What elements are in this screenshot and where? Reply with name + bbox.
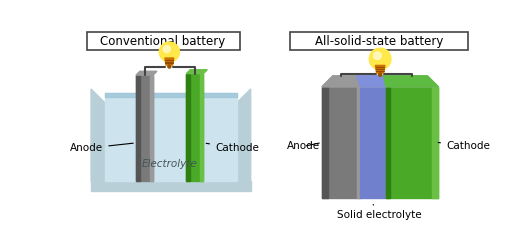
FancyBboxPatch shape (290, 32, 469, 50)
Bar (136, 75, 153, 181)
Circle shape (168, 65, 171, 68)
Text: Cathode: Cathode (438, 141, 490, 151)
Bar (322, 87, 360, 198)
Bar (322, 87, 328, 198)
Text: Anode: Anode (287, 141, 320, 151)
Bar (386, 87, 390, 198)
Circle shape (159, 42, 179, 62)
Bar (386, 87, 438, 198)
Bar (432, 87, 438, 198)
Circle shape (163, 46, 170, 53)
Bar (105, 93, 237, 181)
Circle shape (378, 73, 382, 76)
Text: Electrolyte: Electrolyte (142, 159, 197, 169)
Polygon shape (237, 89, 251, 181)
Polygon shape (91, 89, 105, 181)
Polygon shape (187, 70, 207, 74)
Bar (360, 87, 386, 198)
Bar (187, 74, 204, 181)
Circle shape (374, 52, 381, 60)
Text: Solid electrolyte: Solid electrolyte (337, 204, 422, 220)
Bar (91, 181, 251, 191)
Bar (105, 93, 237, 97)
Polygon shape (165, 58, 174, 65)
Bar (136, 75, 140, 181)
Bar (187, 74, 190, 181)
FancyBboxPatch shape (87, 32, 240, 50)
Polygon shape (322, 76, 360, 87)
Circle shape (369, 48, 391, 70)
Text: All-solid-state battery: All-solid-state battery (315, 35, 444, 48)
Polygon shape (136, 71, 157, 75)
Text: Cathode: Cathode (206, 143, 259, 153)
Text: Conventional battery: Conventional battery (101, 35, 226, 48)
Bar (357, 87, 360, 198)
Polygon shape (384, 76, 438, 87)
Bar (200, 74, 204, 181)
Text: Anode: Anode (70, 143, 133, 153)
Polygon shape (357, 76, 386, 87)
Polygon shape (375, 65, 385, 73)
Bar (150, 75, 153, 181)
Polygon shape (322, 76, 438, 87)
